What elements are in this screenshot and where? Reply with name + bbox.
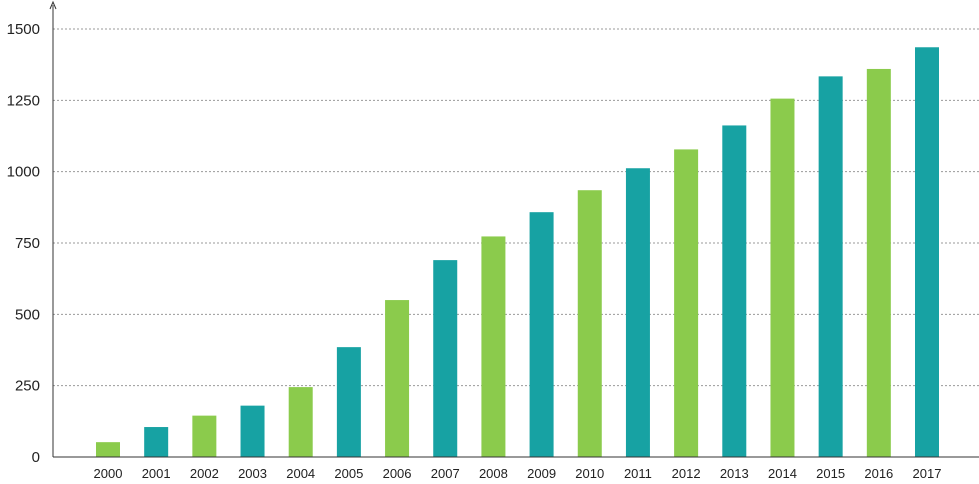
x-tick-label-2004: 2004	[286, 466, 315, 479]
y-tick-label: 1500	[7, 21, 40, 38]
y-tick-label: 1000	[7, 164, 40, 181]
x-tick-label-2010: 2010	[575, 466, 604, 479]
y-axis-arrow-icon	[49, 0, 57, 10]
x-tick-label-2000: 2000	[94, 466, 123, 479]
bar-2016	[866, 68, 891, 458]
bar-2006	[385, 300, 410, 457]
x-tick-label-2002: 2002	[190, 466, 219, 479]
bar-2010	[577, 190, 602, 458]
bar-2014	[770, 98, 795, 457]
x-tick-label-2014: 2014	[768, 466, 797, 479]
bar-2000	[96, 442, 120, 457]
bars	[96, 47, 939, 458]
bar-2003	[240, 405, 265, 457]
bar-2012	[674, 149, 699, 458]
y-tick-label: 250	[15, 378, 40, 395]
y-tick-label: 0	[32, 449, 40, 466]
x-tick-label-2015: 2015	[816, 466, 845, 479]
bar-2007	[433, 260, 458, 457]
bar-2013	[722, 125, 747, 458]
x-tick-label-2013: 2013	[720, 466, 749, 479]
x-tick-label-2011: 2011	[624, 466, 652, 479]
x-tick-label-2012: 2012	[672, 466, 701, 479]
x-tick-label-2001: 2001	[142, 466, 171, 479]
x-tick-label-2009: 2009	[527, 466, 556, 479]
y-tick-label: 750	[15, 235, 40, 252]
x-tick-label-2007: 2007	[431, 466, 460, 479]
bar-2001	[144, 427, 169, 457]
axes	[49, 0, 979, 458]
bar-2005	[336, 347, 361, 457]
bar-2009	[529, 212, 554, 457]
tick-labels: 0 250 500 750 1000 1250 1500 2000 2001 2002 2003 20…	[7, 21, 942, 481]
bar-2011	[625, 168, 650, 457]
y-tick-label: 500	[15, 306, 40, 323]
bar-2017	[915, 47, 939, 458]
y-tick-label: 1250	[7, 92, 40, 109]
x-tick-label-2005: 2005	[334, 466, 363, 479]
x-tick-label-2008: 2008	[479, 466, 508, 479]
x-tick-label-2003: 2003	[238, 466, 267, 479]
bar-2015	[818, 76, 843, 458]
bar-2002	[192, 415, 217, 457]
bar-2004	[288, 387, 313, 457]
x-tick-label-2006: 2006	[383, 466, 412, 479]
bar-2008	[481, 236, 506, 457]
x-tick-label-2016: 2016	[864, 466, 893, 479]
x-tick-label-2017: 2017	[913, 466, 942, 479]
